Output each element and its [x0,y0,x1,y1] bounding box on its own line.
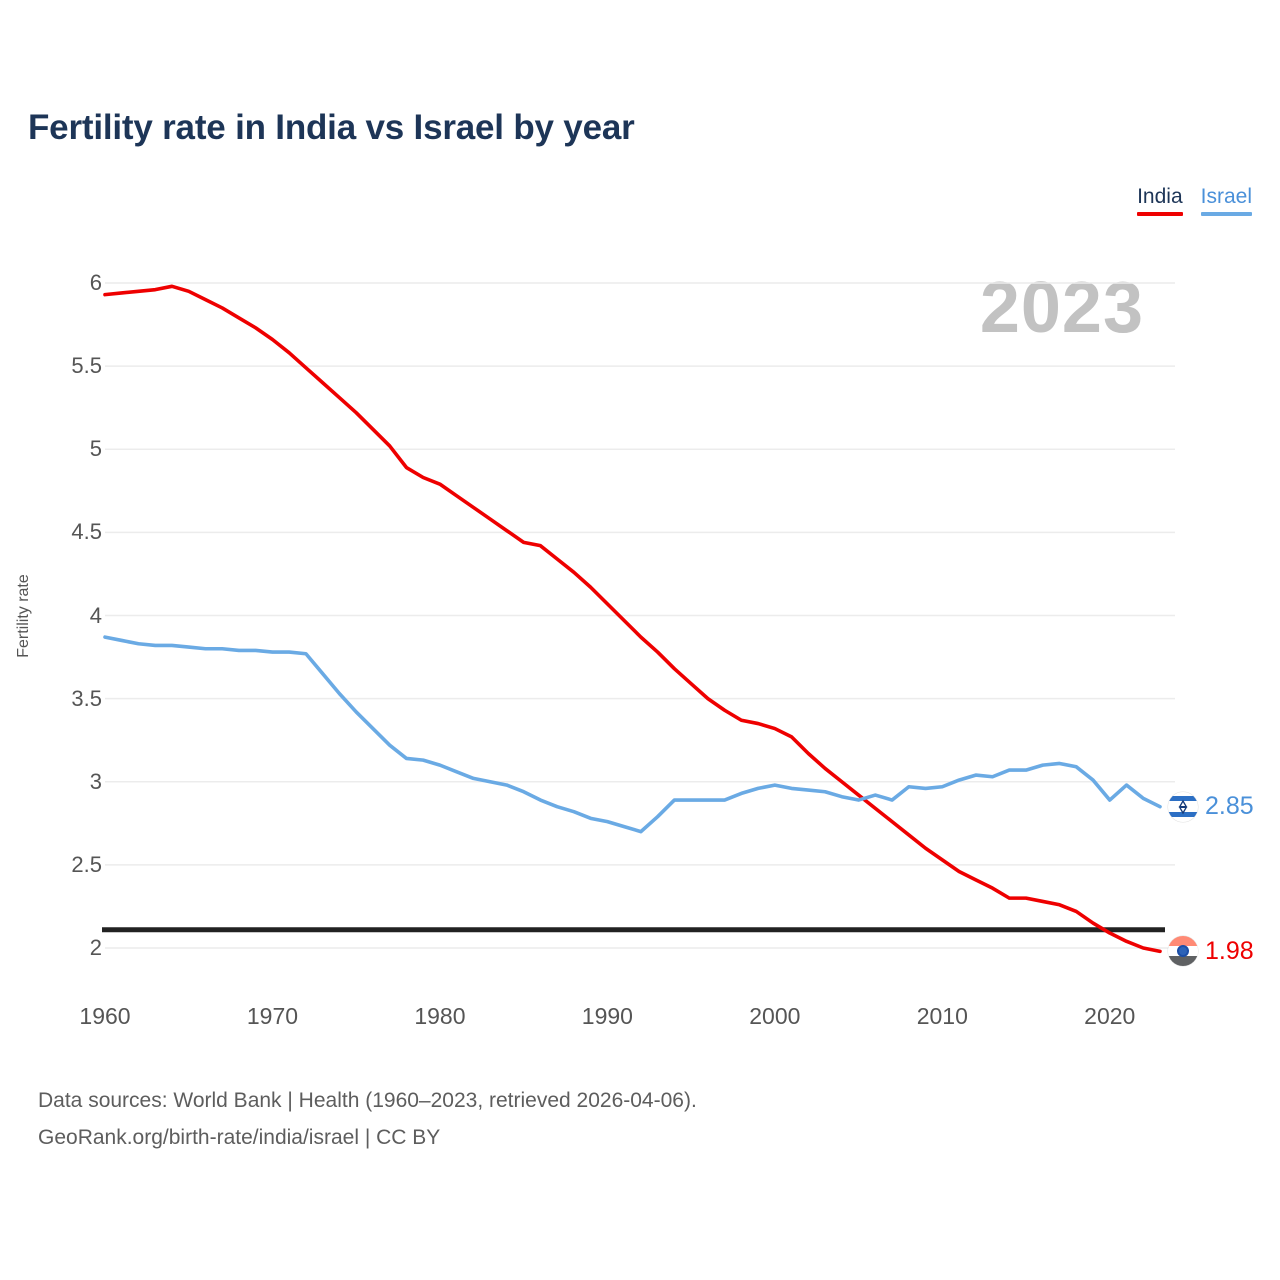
endpoint-israel[interactable]: 2.85 [1168,791,1254,822]
y-tick-label: 5 [89,436,102,462]
legend-label-india: India [1137,185,1183,208]
line-chart-svg [102,282,1175,954]
series-line-india [103,284,1162,954]
y-tick-label: 4 [89,602,102,628]
israel-flag-icon [1168,791,1198,822]
star-of-david-icon [1178,799,1188,815]
x-tick-label: 1990 [581,1003,633,1029]
year-watermark: 2023 [979,268,1144,348]
page-title: Fertility rate in India vs Israel by yea… [28,108,635,147]
legend-item-israel[interactable]: Israel [1200,185,1252,216]
series-line-israel [103,635,1162,834]
footer: Data sources: World Bank | Health (1960–… [38,1082,697,1156]
endpoint-value-india: 1.98 [1205,936,1254,965]
x-tick-label: 2010 [916,1003,968,1029]
endpoint-value-israel: 2.85 [1205,792,1254,821]
legend-swatch-israel [1200,212,1252,216]
india-flag-icon [1168,936,1198,967]
footer-attribution: GeoRank.org/birth-rate/india/israel | CC… [38,1126,441,1149]
y-tick-label: 5.5 [71,353,102,379]
endpoint-india[interactable]: 1.98 [1168,936,1254,967]
x-tick-label: 1980 [414,1003,466,1029]
y-tick-label: 2.5 [71,851,102,877]
plot-area: Fertility rate 2 2.5 3 3.5 4 4.5 5 5.5 6 1960 197… [15,270,1254,1029]
legend-label-israel: Israel [1200,185,1252,208]
y-tick-label: 6 [89,270,102,295]
y-tick-label: 3 [89,768,102,794]
x-tick-label: 1960 [79,1003,131,1029]
y-tick-label: 2 [89,935,102,960]
y-tick-label: 3.5 [71,685,102,711]
x-tick-label: 2020 [1084,1003,1136,1029]
x-tick-label: 1970 [246,1003,299,1029]
ashoka-chakra-icon [1177,945,1189,958]
x-tick-label: 2000 [749,1003,801,1029]
footer-data-sources: Data sources: World Bank | Health (1960–… [38,1089,697,1112]
legend-swatch-india [1137,212,1183,216]
chart-legend: India Israel [1137,185,1252,216]
legend-item-india[interactable]: India [1137,185,1183,216]
y-tick-label: 4.5 [71,519,102,545]
